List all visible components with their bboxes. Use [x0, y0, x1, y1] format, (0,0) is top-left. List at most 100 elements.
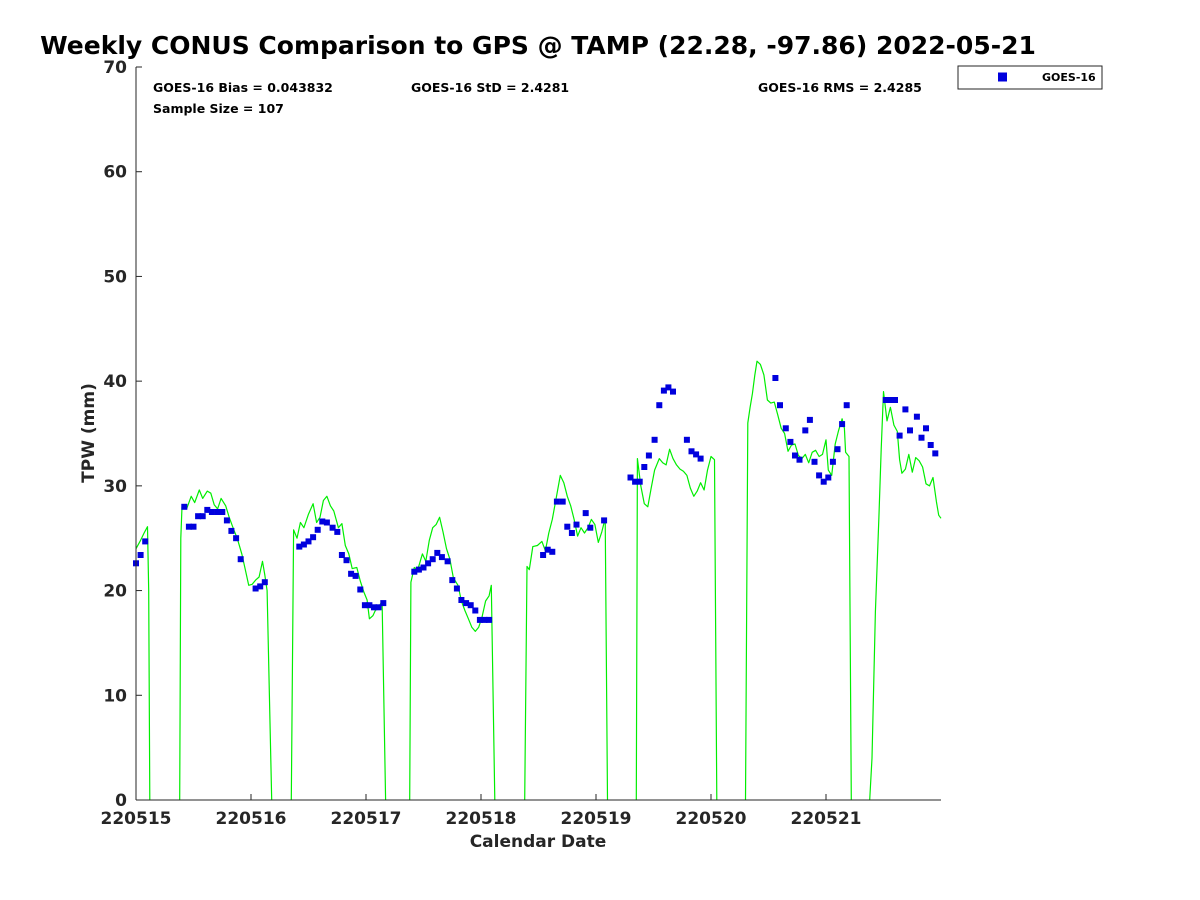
goes16-point — [228, 527, 235, 534]
goes16-point — [257, 583, 264, 590]
goes16-point — [896, 432, 903, 439]
goes16-point — [348, 570, 355, 577]
x-tick-label: 220515 — [101, 809, 172, 829]
goes16-point — [142, 538, 149, 545]
goes16-point — [796, 456, 803, 463]
goes16-point — [792, 452, 798, 459]
goes16-point — [319, 518, 326, 525]
goes16-point — [214, 509, 221, 515]
gps-line-segment — [290, 495, 387, 801]
legend: GOES-16 — [957, 65, 1103, 90]
gps-line-segment — [135, 526, 151, 801]
chart-title: Weekly CONUS Comparison to GPS @ TAMP (2… — [40, 31, 1036, 60]
goes16-point — [481, 616, 488, 623]
goes16-point — [199, 513, 206, 520]
goes16-point — [787, 438, 794, 445]
goes16-point — [559, 498, 566, 505]
goes16-point — [314, 526, 321, 533]
legend-label: GOES-16 — [1042, 71, 1096, 84]
goes16-point — [425, 560, 432, 567]
goes16-point — [334, 528, 341, 535]
goes16-point — [438, 554, 445, 561]
x-tick-label: 220520 — [676, 809, 747, 829]
goes16-point — [380, 600, 387, 607]
goes16-point — [927, 442, 934, 448]
goes16-point — [549, 548, 556, 555]
goes16-point — [816, 472, 823, 479]
gps-line-segment — [179, 489, 273, 801]
goes16-point — [627, 474, 634, 481]
goes16-point — [429, 556, 436, 563]
goes16-point — [918, 434, 925, 441]
goes16-point — [338, 552, 345, 558]
gps-line-segment — [744, 360, 852, 801]
goes16-point — [375, 604, 382, 611]
goes16-point — [137, 552, 144, 558]
goes16-point — [573, 521, 580, 528]
goes16-point — [693, 451, 700, 458]
goes16-point — [181, 503, 188, 510]
goes16-point — [651, 436, 658, 443]
goes16-point — [467, 602, 474, 609]
goes16-point — [843, 402, 850, 409]
goes16-point — [683, 436, 690, 443]
goes16-point — [449, 577, 456, 584]
goes16-point — [540, 552, 547, 558]
goes16-point — [553, 498, 560, 505]
goes16-point — [208, 509, 215, 515]
goes16-point — [420, 564, 427, 571]
gps-line-segment — [635, 448, 718, 801]
goes16-point — [587, 524, 594, 531]
goes16-point — [913, 413, 920, 420]
goes16-point — [892, 397, 898, 403]
goes16-point — [223, 517, 230, 524]
goes16-point — [806, 416, 813, 423]
goes16-point — [366, 602, 373, 609]
goes16-point — [697, 455, 704, 462]
y-tick-label: 0 — [115, 791, 127, 811]
goes16-point — [777, 402, 783, 409]
goes16-point — [252, 585, 259, 592]
goes16-point — [882, 397, 889, 403]
plot-area — [136, 67, 941, 800]
gps-line-segment — [869, 391, 942, 801]
goes16-point — [772, 375, 779, 381]
goes16-point — [323, 519, 330, 526]
sample-size-annotation: Sample Size = 107 — [153, 101, 284, 116]
goes16-point — [190, 523, 197, 530]
x-axis-label: Calendar Date — [470, 832, 607, 852]
goes16-point — [665, 384, 672, 391]
goes16-point — [544, 546, 551, 553]
goes16-point — [902, 406, 909, 413]
y-ticks: 0 10 20 30 40 50 60 70 — [103, 58, 142, 811]
x-tick-label: 220517 — [331, 809, 402, 829]
goes16-point — [458, 597, 465, 603]
goes16-point — [932, 450, 939, 457]
goes16-point — [839, 421, 846, 428]
y-tick-label: 50 — [103, 267, 127, 287]
goes16-point — [219, 509, 226, 515]
goes16-point — [564, 523, 571, 530]
goes16-point — [656, 402, 663, 409]
goes16-point — [444, 558, 451, 565]
goes16-point — [233, 535, 240, 542]
goes16-point — [641, 464, 648, 470]
goes16-point — [582, 510, 589, 517]
y-tick-label: 30 — [103, 477, 127, 497]
goes16-point — [453, 585, 460, 592]
goes16-point — [887, 397, 894, 403]
goes16-point — [361, 602, 368, 609]
x-ticks: 220515 220516 220517 220518 220519 220520 2205… — [101, 794, 861, 829]
legend-marker — [998, 72, 1007, 82]
goes16-point — [352, 572, 359, 579]
goes16-point — [782, 425, 789, 432]
x-tick-label: 220518 — [446, 809, 517, 829]
goes16-point — [820, 478, 827, 485]
goes16-point — [329, 524, 336, 531]
goes16-point — [300, 541, 307, 548]
gps-line-segment — [524, 474, 609, 801]
goes16-point — [237, 556, 244, 563]
goes16-point — [660, 387, 667, 394]
goes16-point — [834, 446, 841, 453]
goes16-point — [632, 478, 639, 485]
